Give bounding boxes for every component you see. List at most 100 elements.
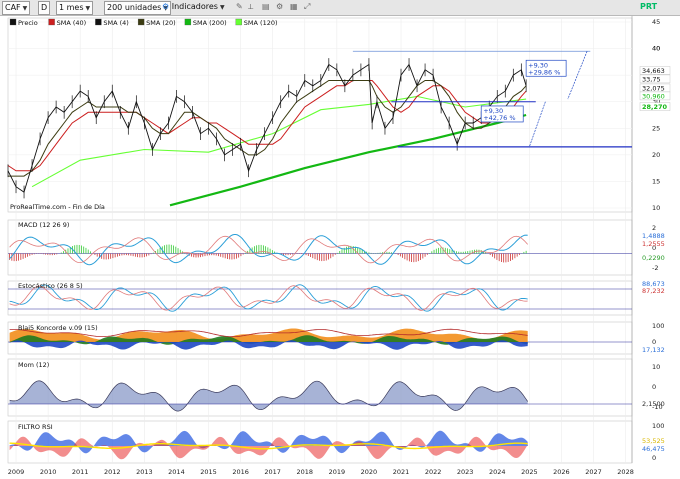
- mom-title: Mom (12): [18, 361, 49, 369]
- period-select[interactable]: 1 mes ▼: [56, 1, 94, 15]
- lower-projection-arrow: [529, 101, 546, 148]
- settings-icon[interactable]: ⚙: [276, 2, 284, 11]
- units-select[interactable]: 200 unidades ▼: [104, 1, 171, 15]
- price-tag-box: [639, 66, 671, 75]
- stoch-tag: 87,232: [642, 287, 665, 295]
- ruler-icon[interactable]: ⟂: [248, 2, 254, 11]
- units-label: 200 unidades: [107, 3, 162, 12]
- rsi-title: FILTRO RSI: [18, 423, 53, 431]
- upper-projection-rel: +29,86 %: [528, 68, 560, 76]
- x-tick-label: 2020: [361, 468, 378, 476]
- draw-icon[interactable]: ✎: [236, 2, 243, 11]
- lower-projection-abs: +9,30: [483, 107, 503, 115]
- x-tick-label: 2023: [457, 468, 474, 476]
- macd-line: [9, 234, 528, 266]
- price-tag-box: [639, 74, 671, 84]
- koncorde-green-area: [9, 335, 528, 345]
- upper-projection-arrow: [567, 51, 588, 100]
- template-icon[interactable]: ▤: [262, 2, 270, 11]
- ticker-label: CAF: [5, 3, 21, 12]
- macd-y-tick: 2: [652, 224, 656, 232]
- stoch-d-line: [9, 285, 528, 311]
- koncorde-blue-area: [9, 340, 528, 350]
- rsi-y-tick: 100: [652, 422, 664, 430]
- watermark: ProRealTime.com - Fin de Día: [10, 203, 105, 211]
- legend-entry: SMA (120): [244, 19, 278, 27]
- macd-signal-line: [9, 235, 528, 264]
- stoch-tag: 88,673: [642, 280, 665, 288]
- legend-swatch: [184, 18, 192, 26]
- stoch-k-line: [9, 284, 528, 312]
- price-tag: 30,960: [642, 92, 665, 100]
- koncorde-red-line: [9, 328, 528, 338]
- logo-icon: PRT: [640, 2, 658, 11]
- upper-projection-box: [525, 59, 567, 77]
- price-y-tick: 15: [652, 177, 660, 185]
- indicators-button[interactable]: ⚙ Indicadores ▼: [162, 1, 225, 13]
- x-tick-label: 2026: [553, 468, 570, 476]
- price-tag: 28,270: [642, 103, 668, 111]
- price-tag: 34,663: [642, 67, 665, 75]
- macd-tag: 1,4888: [642, 232, 665, 240]
- legend-entry: SMA (200): [193, 19, 227, 27]
- mom-y-tick: -10: [652, 403, 663, 411]
- price-panel: [7, 17, 633, 213]
- x-tick-label: 2028: [617, 468, 634, 476]
- x-tick-label: 2017: [264, 468, 281, 476]
- price-y-tick: 25: [652, 124, 660, 132]
- lower-projection-box: [480, 105, 524, 123]
- x-tick-label: 2011: [72, 468, 89, 476]
- stoch-panel: [7, 280, 633, 316]
- x-tick-label: 2015: [200, 468, 217, 476]
- x-tick-label: 2021: [393, 468, 410, 476]
- rsi-yellow-line: [9, 442, 528, 450]
- legend-entry: SMA (20): [146, 19, 176, 27]
- x-tick-label: 2012: [104, 468, 121, 476]
- grid-icon[interactable]: ▦: [290, 2, 298, 11]
- x-tick-label: 2025: [521, 468, 538, 476]
- koncorde-y-tick: 100: [652, 322, 664, 330]
- indicators-label: Indicadores: [171, 2, 218, 11]
- price-tag-box: [639, 91, 671, 101]
- mom-line: [9, 380, 528, 412]
- mom-y-tick: 0: [652, 383, 656, 391]
- legend-swatch: [235, 18, 242, 26]
- mom-area: [9, 380, 528, 412]
- price-tag: 33,75: [642, 75, 661, 83]
- x-tick-label: 2022: [425, 468, 442, 476]
- rsi-tag: 46,475: [642, 445, 665, 453]
- indicators-icon: ⚙: [162, 2, 170, 11]
- rsi-y-tick: 0: [652, 454, 656, 462]
- legend-swatch: [48, 18, 55, 26]
- legend-entry: SMA (4): [103, 19, 128, 27]
- price-y-tick: 45: [652, 18, 660, 26]
- sma200-series: [169, 113, 527, 207]
- period-short-label: D: [41, 3, 48, 12]
- chevron-down-icon: ▼: [22, 5, 28, 12]
- fullscreen-icon[interactable]: ⤢: [304, 2, 311, 11]
- chevron-down-icon: ▼: [163, 5, 168, 12]
- ticker-select[interactable]: CAF ▼: [2, 1, 31, 15]
- koncorde-y-tick: 0: [652, 338, 656, 346]
- chevron-down-icon: ▼: [219, 4, 225, 11]
- price-y-tick: 30: [652, 98, 660, 106]
- mom-tag: 2,1500: [642, 400, 665, 408]
- toolbar: CAF ▼ D 1 mes ▼ 200 unidades ▼ ⚙ Indicadore…: [0, 0, 680, 16]
- rsi-tag: 53,525: [642, 437, 665, 445]
- stoch-title: Estocástico (26 8 5): [18, 282, 83, 290]
- mom-y-tick: 10: [652, 363, 660, 371]
- legend-entry: Precio: [18, 19, 38, 27]
- price-tag-box: [639, 102, 671, 111]
- period-short-select[interactable]: D: [38, 1, 51, 15]
- upper-projection-abs: +9,30: [528, 61, 548, 69]
- x-tick-label: 2013: [136, 468, 153, 476]
- x-tick-label: 2010: [40, 468, 57, 476]
- koncorde-tag: 17,132: [642, 346, 665, 354]
- price-y-tick: 20: [652, 151, 660, 159]
- legend-entry: SMA (40): [57, 19, 87, 27]
- sma20-series: [8, 80, 527, 177]
- koncorde-title: Blai5 Koncorde v.09 (15): [18, 324, 98, 332]
- legend-swatch: [95, 18, 102, 26]
- macd-y-tick: -2: [652, 264, 658, 272]
- lower-projection-rel: +42,76 %: [483, 114, 515, 122]
